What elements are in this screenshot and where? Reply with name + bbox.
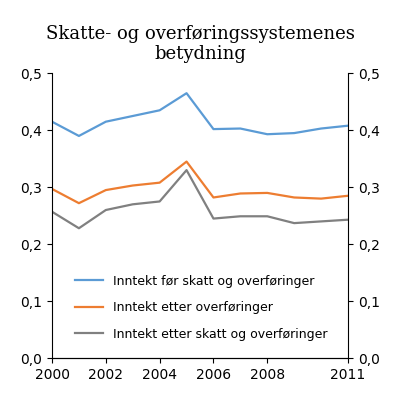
- Inntekt før skatt og overføringer: [265, 132, 270, 137]
- Inntekt etter overføringer: [76, 201, 81, 206]
- Line: Inntekt etter skatt og overføringer: Inntekt etter skatt og overføringer: [52, 170, 348, 228]
- Inntekt etter skatt og overføringer: [157, 199, 162, 204]
- Inntekt etter skatt og overføringer: [76, 226, 81, 231]
- Inntekt etter skatt og overføringer: [50, 209, 54, 214]
- Inntekt etter skatt og overføringer: [238, 214, 243, 219]
- Inntekt etter overføringer: [157, 180, 162, 185]
- Inntekt etter overføringer: [130, 183, 135, 188]
- Inntekt etter overføringer: [265, 190, 270, 195]
- Legend: Inntekt før skatt og overføringer, Inntekt etter overføringer, Inntekt etter ska: Inntekt før skatt og overføringer, Innte…: [70, 270, 332, 346]
- Inntekt etter skatt og overføringer: [184, 168, 189, 173]
- Inntekt etter skatt og overføringer: [319, 219, 324, 224]
- Inntekt før skatt og overføringer: [104, 119, 108, 124]
- Inntekt etter overføringer: [50, 186, 54, 191]
- Inntekt etter skatt og overføringer: [292, 221, 296, 225]
- Inntekt før skatt og overføringer: [319, 126, 324, 131]
- Inntekt etter overføringer: [292, 195, 296, 200]
- Title: Skatte- og overføringssystemenes
betydning: Skatte- og overføringssystemenes betydni…: [46, 24, 354, 63]
- Inntekt etter overføringer: [319, 196, 324, 201]
- Inntekt før skatt og overføringer: [76, 133, 81, 138]
- Inntekt før skatt og overføringer: [238, 126, 243, 131]
- Inntekt før skatt og overføringer: [184, 91, 189, 96]
- Inntekt etter overføringer: [238, 191, 243, 196]
- Inntekt før skatt og overføringer: [292, 131, 296, 136]
- Inntekt før skatt og overføringer: [130, 114, 135, 118]
- Inntekt før skatt og overføringer: [346, 123, 350, 128]
- Line: Inntekt etter overføringer: Inntekt etter overføringer: [52, 162, 348, 203]
- Inntekt før skatt og overføringer: [157, 108, 162, 113]
- Inntekt før skatt og overføringer: [211, 127, 216, 131]
- Inntekt etter skatt og overføringer: [346, 217, 350, 222]
- Inntekt etter overføringer: [346, 193, 350, 198]
- Inntekt etter skatt og overføringer: [211, 216, 216, 221]
- Inntekt etter overføringer: [211, 195, 216, 200]
- Inntekt før skatt og overføringer: [50, 119, 54, 124]
- Inntekt etter skatt og overføringer: [130, 202, 135, 207]
- Inntekt etter skatt og overføringer: [104, 208, 108, 212]
- Line: Inntekt før skatt og overføringer: Inntekt før skatt og overføringer: [52, 93, 348, 136]
- Inntekt etter overføringer: [104, 188, 108, 193]
- Inntekt etter skatt og overføringer: [265, 214, 270, 219]
- Inntekt etter overføringer: [184, 159, 189, 164]
